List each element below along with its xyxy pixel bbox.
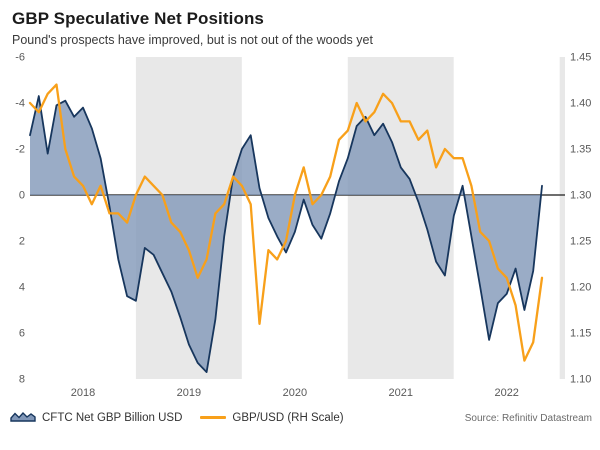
chart-svg: -6 -4 -2 0 2 4 6 8 1.45 1.40 1.35 1.30 1.25 1.20 1.15 1…	[15, 52, 591, 400]
x-axis-tick: 2022	[494, 387, 518, 399]
left-axis-tick: 4	[19, 282, 25, 294]
cftc-area	[30, 96, 542, 373]
right-axis-tick: 1.25	[570, 236, 591, 248]
left-axis-tick: 0	[19, 190, 25, 202]
left-axis-tick: -4	[15, 98, 25, 110]
gbpusd-line	[28, 83, 544, 362]
line-series-swatch	[200, 416, 227, 419]
right-axis-tick: 1.15	[570, 328, 591, 340]
right-axis-tick: 1.45	[570, 52, 591, 64]
left-axis-tick: -2	[15, 144, 25, 156]
right-axis-tick: 1.20	[570, 282, 591, 294]
legend-label-cftc: CFTC Net GBP Billion USD	[42, 411, 183, 424]
source-credit: Source: Refinitiv Datastream	[464, 413, 592, 424]
right-axis-tick: 1.30	[570, 190, 591, 202]
cftc-line	[29, 95, 543, 373]
legend-item-gbpusd: GBP/USD (RH Scale)	[200, 411, 344, 424]
x-axis-tick: 2021	[389, 387, 413, 399]
chart-footer: CFTC Net GBP Billion USD GBP/USD (RH Sca…	[0, 408, 600, 425]
left-axis-tick: 2	[19, 236, 25, 248]
right-axis-tick: 1.35	[570, 144, 591, 156]
legend-item-cftc: CFTC Net GBP Billion USD	[10, 410, 182, 425]
area-series-swatch	[10, 410, 36, 425]
page-title: GBP Speculative Net Positions	[12, 9, 264, 28]
year-band-2023	[559, 57, 565, 379]
chart-area: -6 -4 -2 0 2 4 6 8 1.45 1.40 1.35 1.30 1.25 1.20 1.15 1…	[0, 49, 600, 408]
left-axis-tick: 6	[19, 328, 25, 340]
right-axis-tick: 1.40	[570, 98, 591, 110]
x-axis-tick: 2020	[283, 387, 307, 399]
x-axis-tick: 2018	[71, 387, 95, 399]
legend: CFTC Net GBP Billion USD GBP/USD (RH Sca…	[10, 410, 344, 425]
legend-label-gbpusd: GBP/USD (RH Scale)	[232, 411, 344, 424]
chart-subtitle: Pound's prospects have improved, but is …	[12, 33, 373, 47]
right-axis-tick: 1.10	[570, 374, 591, 386]
left-axis-tick: 8	[19, 374, 25, 386]
left-axis-tick: -6	[15, 52, 25, 64]
x-axis-tick: 2019	[177, 387, 201, 399]
